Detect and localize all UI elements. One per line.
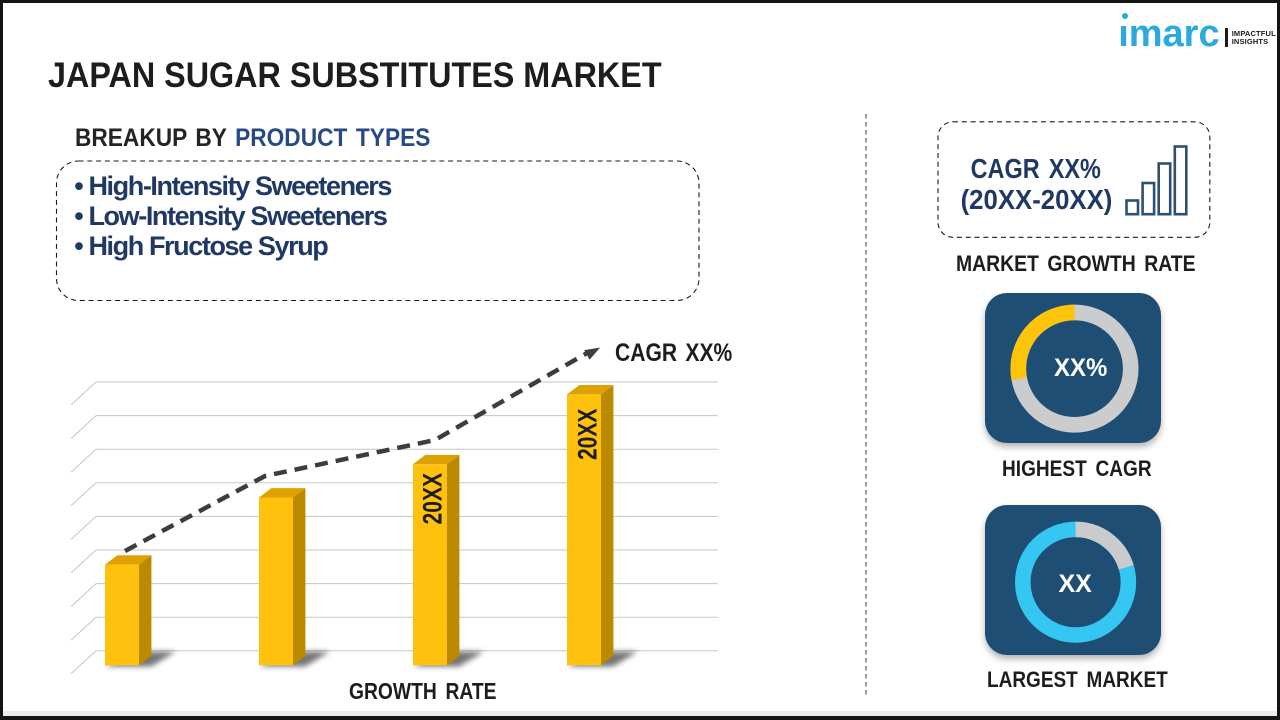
svg-text:20XX: 20XX xyxy=(417,473,447,525)
svg-text:20XX: 20XX xyxy=(572,408,602,460)
